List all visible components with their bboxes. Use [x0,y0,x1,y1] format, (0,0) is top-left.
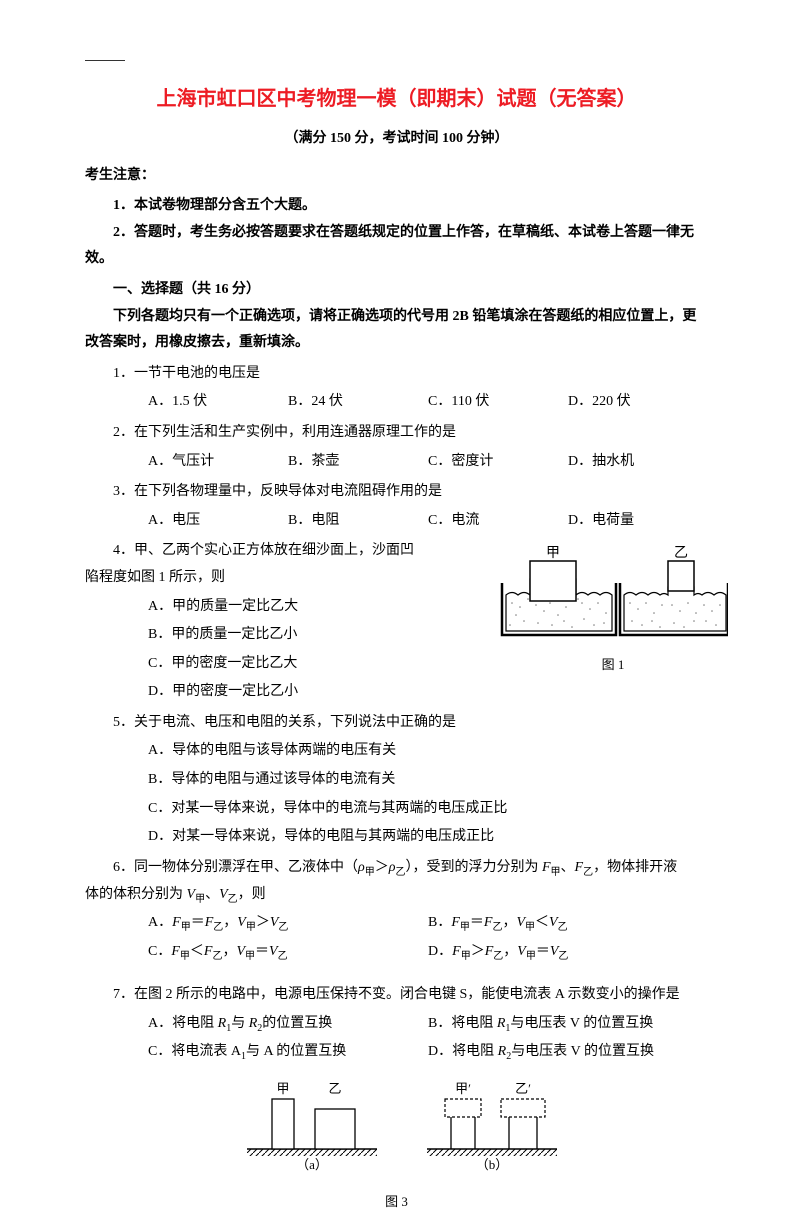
fig1-label-yi: 乙 [674,545,688,561]
exam-title: 上海市虹口区中考物理一模（即期末）试题（无答案） [85,80,708,118]
q3-option-a: A．电压 [148,508,288,535]
q6-l2post: ，则 [238,887,266,902]
figure-1-svg: 甲 乙 [498,543,728,638]
q6-post: ，物体排开液 [593,860,677,875]
question-3-options: A．电压 B．电阻 C．电流 D．电荷量 [85,508,708,535]
figure-1-caption: 图 1 [498,653,728,678]
q2-option-d: D．抽水机 [568,449,708,476]
question-1: 1．一节干电池的电压是 [85,361,708,388]
q3-option-c: C．电流 [428,508,568,535]
q1-option-c: C．110 伏 [428,389,568,416]
fig1-left-tray [502,561,616,635]
q3-option-d: D．电荷量 [568,508,708,535]
svg-text:乙′: 乙′ [515,1081,531,1096]
q6-option-d: D．F甲＞F乙，V甲＝V乙 [428,939,708,966]
q7-option-a: A．将电阻 R1与 R2的位置互换 [148,1011,428,1038]
exam-subtitle: （满分 150 分，考试时间 100 分钟） [85,126,708,153]
q5-option-c: C．对某一导体来说，导体中的电流与其两端的电压成正比 [85,796,708,823]
q5-option-d: D．对某一导体来说，导体的电阻与其两端的电压成正比 [85,824,708,851]
figure-3: 甲 乙 （a） 甲′ 乙′ （b） 图 3 [85,1081,708,1214]
question-5: 5．关于电流、电压和电阻的关系，下列说法中正确的是 [85,710,708,737]
svg-text:甲′: 甲′ [455,1081,471,1096]
question-4: 4．甲、乙两个实心正方体放在细沙面上，沙面凹陷程度如图 1 所示，则 [85,538,428,591]
figure-3-svg: 甲 乙 （a） 甲′ 乙′ （b） [217,1081,577,1171]
fig3-group-b: 甲′ 乙′ （b） [427,1081,557,1171]
q4-option-c: C．甲的密度一定比乙大 [85,651,428,678]
svg-text:（b）: （b） [475,1157,508,1171]
q2-option-b: B．茶壶 [288,449,428,476]
q7-option-c: C．将电流表 A1与 A 的位置互换 [148,1039,428,1066]
notice-heading: 考生注意： [85,163,708,190]
question-1-options: A．1.5 伏 B．24 伏 C．110 伏 D．220 伏 [85,389,708,416]
figure-3-caption: 图 3 [85,1190,708,1215]
notice-item-2-line2: 效。 [85,251,113,266]
q6-mid: ），受到的浮力分别为 [405,860,542,875]
question-4-text-block: 4．甲、乙两个实心正方体放在细沙面上，沙面凹陷程度如图 1 所示，则 A．甲的质… [85,538,428,706]
q7-options-row1: A．将电阻 R1与 R2的位置互换 B．将电阻 R1与电压表 V 的位置互换 [85,1011,708,1038]
q6-l2pre: 体的体积分别为 [85,887,187,902]
q4-option-a: A．甲的质量一定比乙大 [85,594,428,621]
svg-text:（a）: （a） [296,1157,328,1171]
q4-option-d: D．甲的密度一定比乙小 [85,679,428,706]
header-line [85,60,125,61]
notice-item-2: 2．答题时，考生务必按答题要求在答题纸规定的位置上作答，在草稿纸、本试卷上答题一… [85,220,708,273]
figure-1: 甲 乙 [498,543,728,677]
q7-option-b: B．将电阻 R1与电压表 V 的位置互换 [428,1011,708,1038]
fig1-right-tray [620,561,728,635]
notice-item-1: 1．本试卷物理部分含五个大题。 [85,193,708,220]
q1-option-d: D．220 伏 [568,389,708,416]
q1-option-b: B．24 伏 [288,389,428,416]
question-4-container: 4．甲、乙两个实心正方体放在细沙面上，沙面凹陷程度如图 1 所示，则 A．甲的质… [85,538,708,706]
q3-option-b: B．电阻 [288,508,428,535]
q6-option-a: A．F甲＝F乙，V甲＞V乙 [148,910,428,937]
question-3: 3．在下列各物理量中，反映导体对电流阻碍作用的是 [85,479,708,506]
fig3-group-a: 甲 乙 （a） [247,1081,377,1171]
svg-text:甲: 甲 [276,1081,289,1096]
q5-option-b: B．导体的电阻与通过该导体的电流有关 [85,767,708,794]
q2-option-a: A．气压计 [148,449,288,476]
q6-line2: 体的体积分别为 V甲、V乙，则 [85,887,266,902]
section-1-instruction: 下列各题均只有一个正确选项，请将正确选项的代号用 2B 铅笔填涂在答题纸的相应位… [85,304,708,357]
q6-options-row2: C．F甲＜F乙，V甲＝V乙 D．F甲＞F乙，V甲＝V乙 [85,939,708,966]
question-2-options: A．气压计 B．茶壶 C．密度计 D．抽水机 [85,449,708,476]
q7-options-row2: C．将电流表 A1与 A 的位置互换 D．将电阻 R2与电压表 V 的位置互换 [85,1039,708,1066]
q1-option-a: A．1.5 伏 [148,389,288,416]
question-6: 6．同一物体分别漂浮在甲、乙液体中（ρ甲＞ρ乙），受到的浮力分别为 F甲、F乙，… [85,855,708,909]
q6-option-b: B．F甲＝F乙，V甲＜V乙 [428,910,708,937]
fig1-label-jia: 甲 [546,546,560,561]
q7-option-d: D．将电阻 R2与电压表 V 的位置互换 [428,1039,708,1066]
section-1-header: 一、选择题（共 16 分） [85,277,708,304]
notice-item-2-line1: 2．答题时，考生务必按答题要求在答题纸规定的位置上作答，在草稿纸、本试卷上答题一… [85,220,708,247]
question-7: 7．在图 2 所示的电路中，电源电压保持不变。闭合电键 S，能使电流表 A 示数… [85,982,708,1009]
q6-pre: 6．同一物体分别漂浮在甲、乙液体中（ [113,860,358,875]
svg-text:乙: 乙 [328,1081,341,1096]
q5-option-a: A．导体的电阻与该导体两端的电压有关 [85,738,708,765]
q6-line1: 6．同一物体分别漂浮在甲、乙液体中（ρ甲＞ρ乙），受到的浮力分别为 F甲、F乙，… [85,855,708,882]
q6-option-c: C．F甲＜F乙，V甲＝V乙 [148,939,428,966]
q2-option-c: C．密度计 [428,449,568,476]
section-1-instruction-line1: 下列各题均只有一个正确选项，请将正确选项的代号用 2B 铅笔填涂在答题纸的相应位… [85,304,708,331]
section-1-instruction-line2: 改答案时，用橡皮擦去，重新填涂。 [85,335,309,350]
q4-option-b: B．甲的质量一定比乙小 [85,622,428,649]
q6-options-row1: A．F甲＝F乙，V甲＞V乙 B．F甲＝F乙，V甲＜V乙 [85,910,708,937]
question-2: 2．在下列生活和生产实例中，利用连通器原理工作的是 [85,420,708,447]
